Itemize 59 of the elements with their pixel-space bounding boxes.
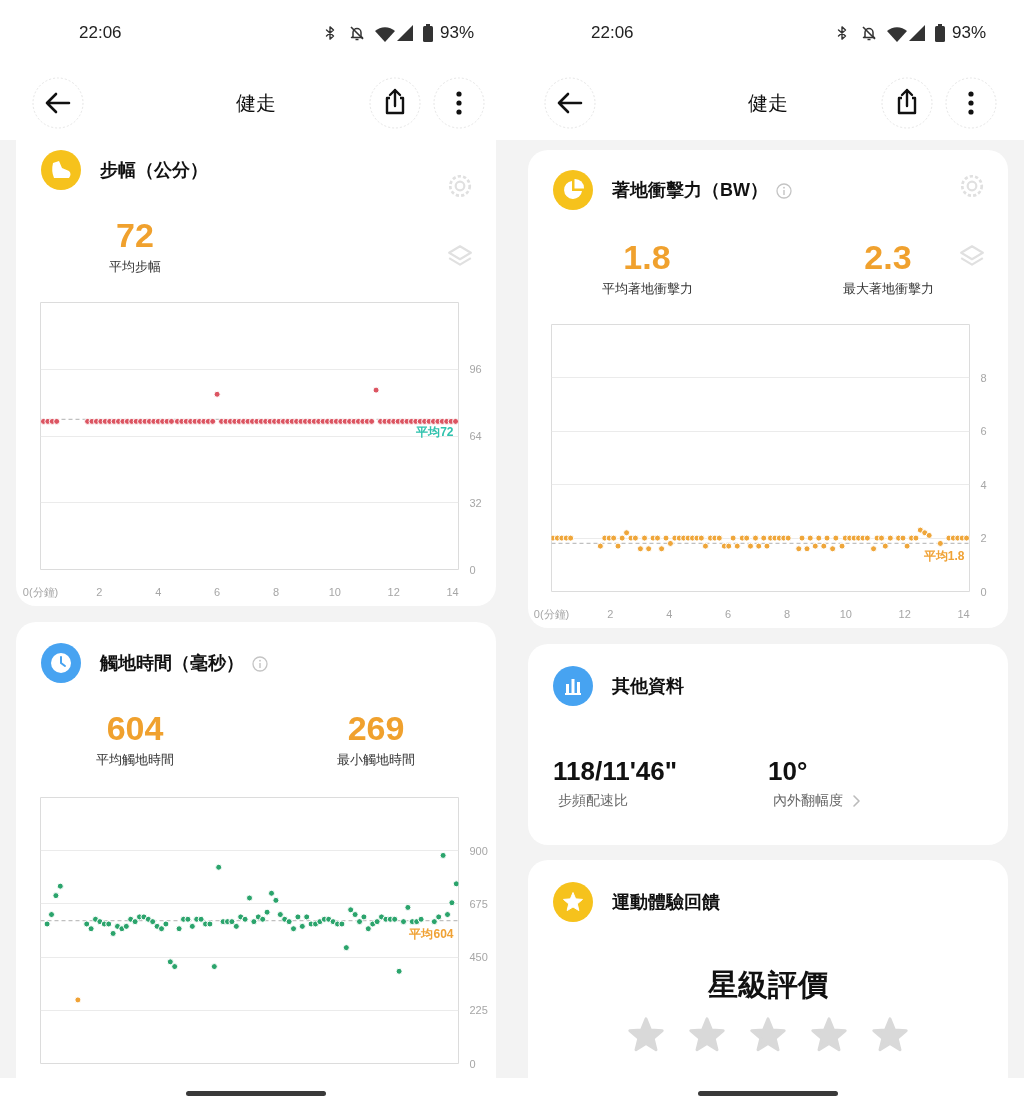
text: 2.3 xyxy=(864,236,912,278)
chart-title: 著地衝擊力（BW） xyxy=(612,179,769,202)
ref-line-label: 平均604 xyxy=(408,926,454,941)
chart-title: 觸地時間（毫秒） xyxy=(100,652,245,675)
y-tick-label: 2 xyxy=(980,532,987,545)
x-tick-label: 0(分鐘) xyxy=(22,585,59,598)
y-tick-label: 900 xyxy=(469,844,488,857)
text: 22:06 xyxy=(591,22,634,44)
y-tick-label: 450 xyxy=(469,951,488,964)
x-tick-label: 8 xyxy=(783,607,791,620)
text: 其他資料 xyxy=(612,675,684,698)
text: 22:06 xyxy=(79,22,122,44)
text: 步頻配速比 xyxy=(558,791,628,809)
x-tick-label: 6 xyxy=(725,607,732,620)
ref-line-label: 平均1.8 xyxy=(922,549,965,564)
text: 健走 xyxy=(748,91,788,115)
text: 604 xyxy=(106,707,164,749)
ref-line-label: 平均72 xyxy=(415,425,454,440)
y-tick-label: 0 xyxy=(469,1057,476,1070)
y-tick-label: 64 xyxy=(469,430,482,442)
x-tick-label: 4 xyxy=(666,607,673,620)
text: 運動體驗回饋 xyxy=(612,891,720,914)
x-tick-label: 12 xyxy=(387,585,400,598)
text: 內外翻幅度 xyxy=(773,791,844,809)
x-tick-label: 4 xyxy=(155,585,162,598)
y-tick-label: 8 xyxy=(980,371,987,384)
text: 93% xyxy=(440,22,475,44)
text: 平均著地衝擊力 xyxy=(601,281,693,297)
y-tick-label: 0 xyxy=(469,563,476,576)
text: 健走 xyxy=(236,91,276,115)
y-tick-label: 6 xyxy=(980,425,987,438)
text: 最大著地衝擊力 xyxy=(842,281,934,297)
x-tick-label: 14 xyxy=(446,585,459,598)
text: 最小觸地時間 xyxy=(337,752,415,768)
text: 72 xyxy=(116,214,154,256)
y-tick-label: 96 xyxy=(469,363,482,376)
text: 10° xyxy=(768,756,808,788)
x-tick-label: 6 xyxy=(214,585,221,598)
x-tick-label: 12 xyxy=(898,607,911,620)
x-tick-label: 14 xyxy=(957,607,970,620)
text: 118/11'46" xyxy=(553,756,678,788)
text: 平均觸地時間 xyxy=(96,752,174,768)
x-tick-label: 2 xyxy=(607,607,614,620)
y-tick-label: 4 xyxy=(980,478,987,491)
y-tick-label: 32 xyxy=(469,496,482,509)
x-tick-label: 10 xyxy=(328,585,341,598)
y-tick-label: 225 xyxy=(469,1004,488,1017)
x-tick-label: 2 xyxy=(96,585,103,598)
text: 平均步幅 xyxy=(109,259,161,275)
text: 1.8 xyxy=(623,236,671,278)
text: 269 xyxy=(347,707,405,749)
text: 星級評價 xyxy=(708,967,828,1003)
x-tick-label: 0(分鐘) xyxy=(533,607,570,620)
chart-title: 步幅（公分） xyxy=(100,159,208,182)
x-tick-label: 8 xyxy=(272,585,280,598)
y-tick-label: 675 xyxy=(469,897,488,910)
y-tick-label: 0 xyxy=(980,585,987,598)
text: 93% xyxy=(952,22,987,44)
x-tick-label: 10 xyxy=(839,607,852,620)
